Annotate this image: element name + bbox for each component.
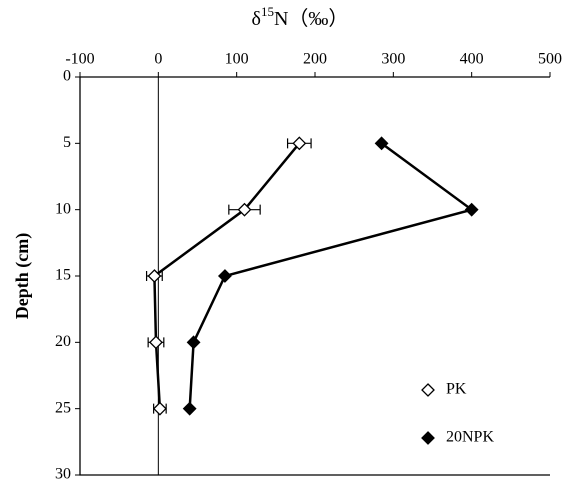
y-axis-label: Depth (cm) [12,233,33,319]
x-label-superscript: 15 [261,4,274,19]
legend-marker [421,431,435,445]
x-label-symbol: δ [252,8,261,30]
data-point [152,401,167,416]
data-point [147,269,162,283]
y-tick-label: 30 [55,466,71,483]
y-tick-label: 15 [55,267,71,284]
x-tick-label: 200 [303,51,327,68]
x-label-rest: N（‰） [274,7,348,30]
data-point [237,202,252,217]
x-tick-label: 400 [460,51,484,68]
data-point [292,136,307,151]
y-tick-label: 0 [63,68,71,85]
y-tick-label: 5 [63,134,71,151]
data-point [374,136,389,151]
series-line [188,142,475,409]
y-tick-label: 10 [55,200,71,217]
data-point [464,202,479,217]
data-point [217,269,232,283]
legend-label: PK [446,381,467,398]
x-tick-label: 0 [154,51,162,68]
x-tick-label: 100 [225,51,249,68]
x-tick-label: 500 [538,51,562,68]
x-axis-label: δ15N（‰） [252,4,349,30]
x-tick-label: 300 [381,51,405,68]
x-tick-label: -100 [65,51,94,68]
y-tick-label: 25 [55,399,71,416]
data-point [149,335,163,350]
legend-label: 20NPK [446,429,494,446]
legend-marker [421,383,435,397]
data-point [186,335,201,350]
data-point [182,401,197,416]
y-tick-label: 20 [55,333,71,350]
